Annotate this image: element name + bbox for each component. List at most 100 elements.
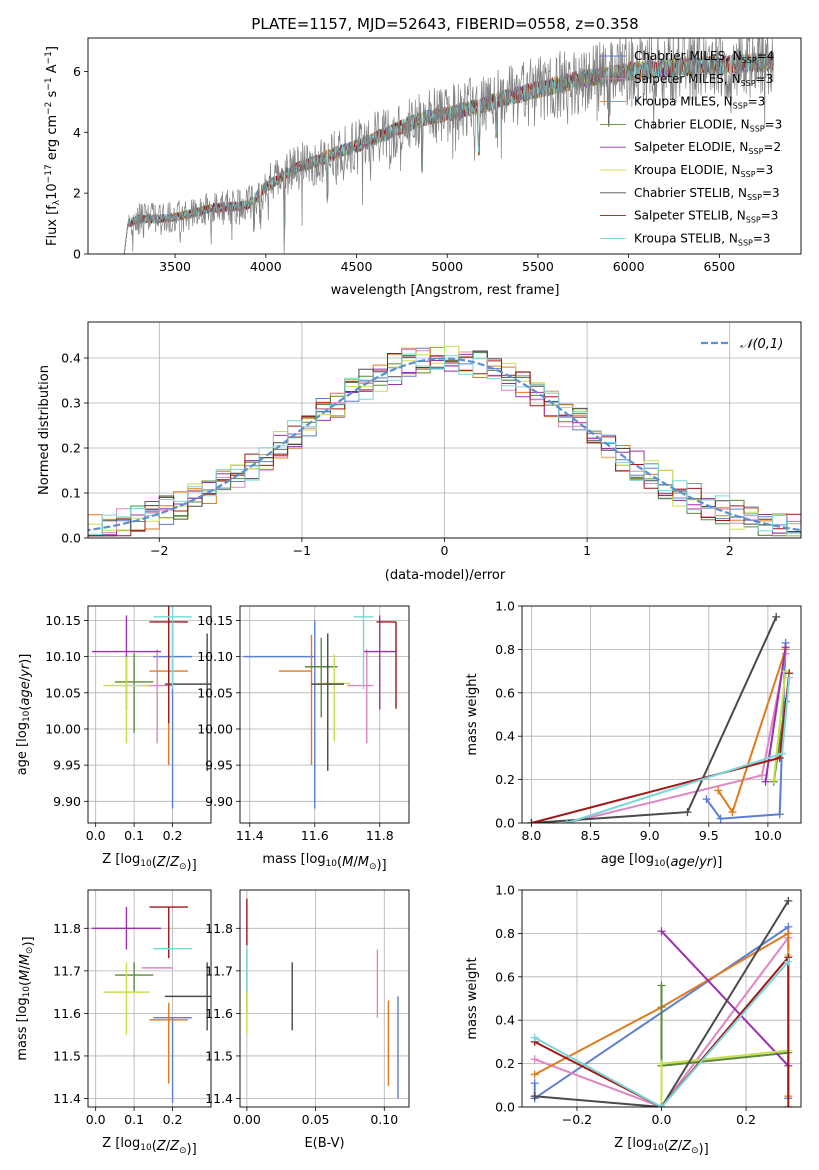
x-tick-label: 0.0 — [86, 1112, 106, 1127]
histogram-kroupa-stelib — [88, 353, 801, 536]
series-line — [764, 647, 787, 782]
axes-frame — [87, 37, 802, 255]
axes-frame — [87, 605, 212, 824]
plot-area-massweight_vs_age — [522, 606, 801, 823]
y-axis-label: mass weight — [465, 673, 480, 755]
plot-area-age_vs_mass — [240, 606, 409, 823]
errorbar-salpeter-stelib — [149, 606, 188, 724]
axes-frame — [239, 605, 410, 824]
point-marker — [772, 612, 781, 621]
x-tick-label: 9.0 — [640, 828, 660, 843]
x-tick-label: 0.1 — [124, 1112, 144, 1127]
axes-spectrum: 3500 4000 4500 5000 5500 6000 6500 0 2 4 6 waveleng… — [44, 37, 802, 298]
y-tick-label: 11.5 — [53, 1048, 81, 1063]
legend-label: Salpeter STELIB, NSSP=3 — [634, 209, 778, 225]
y-tick-label: 0.8 — [495, 642, 515, 657]
x-axis-label: Z [log10(Z/Z⊙)] — [102, 1136, 196, 1157]
legend-label: Kroupa MILES, NSSP=3 — [634, 95, 765, 111]
y-tick-label: 11.7 — [205, 963, 233, 978]
y-tick-label: 10.10 — [45, 649, 81, 664]
y-tick-label: 0.3 — [61, 396, 81, 411]
y-tick-label: 11.8 — [205, 921, 233, 936]
point-marker — [781, 643, 790, 652]
histogram-salpeter-stelib — [88, 353, 801, 537]
legend-label: Chabrier STELIB, NSSP=3 — [634, 186, 780, 202]
errorbar-kroupa-stelib — [353, 606, 374, 690]
series-kroupa-stelib — [562, 673, 794, 823]
point-marker — [784, 957, 793, 966]
y-tick-label: 4 — [73, 125, 81, 140]
errorbar-kroupa-elodie — [103, 656, 150, 744]
errorbar-chabrier-elodie — [114, 962, 154, 993]
y-tick-label: 9.90 — [205, 794, 233, 809]
axes-age_vs_mass: 11.4 11.6 11.8 9.90 9.95 10.00 10.05 10.10 10.15… — [197, 605, 410, 873]
y-axis-label: mass weight — [465, 957, 480, 1039]
y-tick-label: 10.15 — [197, 613, 233, 628]
y-tick-label: 0.1 — [61, 486, 81, 501]
point-marker — [757, 771, 766, 780]
plot-area-mass_vs_Z — [88, 890, 211, 1107]
point-marker — [784, 896, 793, 905]
series-line — [534, 954, 790, 1107]
y-tick-label: 0.0 — [61, 531, 81, 546]
x-tick-label: 0.1 — [124, 828, 144, 843]
plot-area-massweight_vs_Z — [522, 890, 801, 1107]
y-tick-label: 10.10 — [197, 649, 233, 664]
x-axis-label: Z [log10(Z/Z⊙)] — [102, 852, 196, 873]
errorbar-kroupa-stelib — [153, 606, 192, 690]
errorbar-chabrier-elodie — [114, 653, 154, 733]
point-marker — [657, 1059, 666, 1068]
errorbar-salpeter-miles — [347, 649, 374, 744]
point-marker — [530, 1055, 539, 1064]
x-tick-label: 0.2 — [736, 1112, 756, 1127]
errorbar-kroupa-miles — [279, 634, 313, 766]
point-marker — [769, 775, 778, 784]
y-tick-label: 0.4 — [495, 1013, 515, 1028]
series-kroupa-stelib — [530, 957, 793, 1107]
x-axis-label: Z [log10(Z/Z⊙)] — [614, 1136, 708, 1157]
y-tick-label: 0.6 — [495, 969, 515, 984]
point-marker — [716, 814, 725, 823]
x-tick-label: 9.5 — [699, 828, 719, 843]
normal-pdf-curve — [88, 357, 801, 532]
x-tick-label: 0.05 — [302, 1112, 330, 1127]
x-tick-label: 0.10 — [370, 1112, 398, 1127]
point-marker — [530, 1079, 539, 1088]
x-tick-label: 11.4 — [236, 828, 264, 843]
axes-frame — [87, 321, 802, 539]
axes-massweight_vs_Z: −0.2 0.0 0.2 0.0 0.2 0.4 0.6 0.8 1.0 Z [log10(Z/Z… — [465, 883, 802, 1157]
y-tick-label: 0.2 — [495, 772, 515, 787]
point-marker — [527, 819, 536, 823]
x-tick-label: 6000 — [613, 259, 645, 274]
point-marker — [530, 1070, 539, 1079]
series-line — [772, 670, 787, 780]
y-tick-label: 2 — [73, 186, 81, 201]
y-tick-label: 9.95 — [53, 758, 81, 773]
x-tick-label: −2 — [150, 543, 168, 558]
x-tick-label: 11.6 — [301, 828, 329, 843]
plot-area-age_vs_Z — [88, 606, 211, 823]
axes-massweight_vs_age: 8.0 8.5 9.0 9.5 10.0 0.0 0.2 0.4 0.6 0.8 1.0 age [l… — [465, 599, 802, 870]
series-line — [534, 937, 790, 1107]
legend-label: Kroupa ELODIE, NSSP=3 — [634, 163, 773, 179]
errorbar-salpeter-elodie — [363, 615, 396, 710]
x-tick-label: 2 — [726, 543, 734, 558]
plot-area-spectrum — [122, 38, 774, 254]
y-tick-label: 0.0 — [495, 1100, 515, 1115]
y-tick-label: 9.90 — [53, 794, 81, 809]
axes-frame — [521, 889, 802, 1108]
x-tick-label: 11.8 — [366, 828, 394, 843]
errorbar-kroupa-elodie — [103, 962, 150, 1035]
x-axis-label: mass [log10(M/M⊙)] — [262, 852, 386, 873]
errorbar-chabrier-stelib — [164, 633, 211, 771]
point-marker — [778, 749, 787, 758]
y-axis-label: age [log10(age/yr)] — [15, 654, 33, 776]
y-axis-label: mass [log10(M/M⊙)] — [15, 936, 36, 1060]
errorbar-salpeter-stelib — [149, 906, 188, 959]
errorbar-chabrier-stelib — [311, 633, 344, 771]
legend-label: Chabrier MILES, NSSP=4 — [634, 49, 774, 65]
axes-frame — [239, 889, 410, 1108]
point-marker — [775, 810, 784, 819]
legend-label: Salpeter MILES, NSSP=3 — [634, 72, 773, 88]
